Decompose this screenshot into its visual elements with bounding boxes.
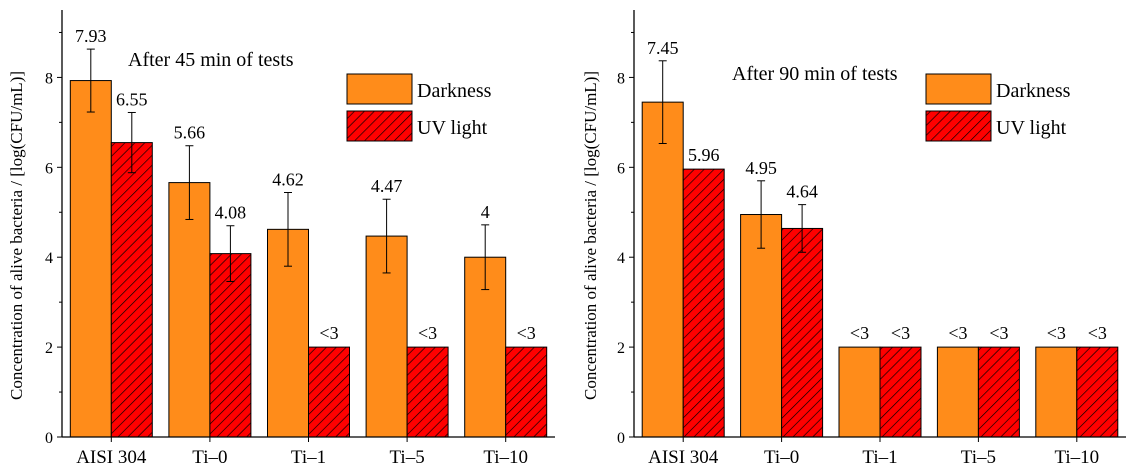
value-label: 4.08 <box>215 203 247 223</box>
y-axis-title: Concentration of alive bacteria / [log(C… <box>7 71 26 400</box>
y-tick-label: 2 <box>45 340 53 357</box>
y-tick-label: 0 <box>617 430 625 447</box>
value-label: <3 <box>517 323 536 343</box>
y-tick-label: 8 <box>617 70 625 87</box>
legend-swatch <box>925 73 992 105</box>
bar-uv-light-1 <box>781 227 824 438</box>
value-label: 4.64 <box>786 182 818 202</box>
bar-uv-light-1 <box>209 253 252 438</box>
bar-uv-light-3 <box>977 346 1020 438</box>
x-tick-label: Ti–5 <box>961 447 996 468</box>
bar-uv-light-2 <box>308 346 350 438</box>
y-tick-label: 8 <box>45 70 53 87</box>
bar-darkness-4 <box>1035 346 1078 438</box>
value-label: <3 <box>891 323 910 343</box>
bar-darkness-0 <box>69 80 112 438</box>
chart-annotation: After 45 min of tests <box>128 49 294 71</box>
value-label: 4 <box>481 202 490 222</box>
value-label: <3 <box>989 323 1008 343</box>
bar-uv-light-3 <box>406 346 449 438</box>
bar-darkness-1 <box>740 214 783 438</box>
value-label: 7.45 <box>647 38 679 58</box>
value-label: 7.93 <box>75 26 107 46</box>
legend-label: UV light <box>417 117 488 139</box>
y-tick-label: 4 <box>45 250 53 267</box>
bar-uv-light-0 <box>682 168 725 438</box>
value-label: <3 <box>1047 323 1066 343</box>
y-axis-title: Concentration of alive bacteria / [log(C… <box>581 71 600 400</box>
chart-45-min: 7.93 5.66 4.62 4.47 4 6.55 4.08 <3 <3 <3 0 2 4 6 8 AISI… <box>7 10 555 468</box>
value-label: 5.66 <box>174 123 206 143</box>
y-tick-label: 6 <box>617 160 625 177</box>
legend-swatch <box>346 73 413 105</box>
value-label: <3 <box>850 323 869 343</box>
bar-darkness-2 <box>838 346 881 438</box>
value-label: <3 <box>418 323 437 343</box>
value-label: 4.47 <box>371 176 403 196</box>
value-label: 4.95 <box>745 158 777 178</box>
bar-uv-light-2 <box>879 346 922 438</box>
x-tick-label: Ti–10 <box>483 447 528 468</box>
legend-label: Darkness <box>417 80 492 102</box>
x-tick-label: Ti–10 <box>1054 447 1099 468</box>
x-tick-label: Ti–0 <box>192 447 227 468</box>
x-tick-label: AISI 304 <box>76 447 147 468</box>
legend-swatch <box>925 110 992 142</box>
x-tick-label: AISI 304 <box>648 447 719 468</box>
legend-swatch <box>346 110 413 142</box>
value-label: <3 <box>948 323 967 343</box>
value-label: 4.62 <box>272 169 304 189</box>
bar-uv-light-0 <box>110 142 153 438</box>
x-tick-label: Ti–5 <box>389 447 424 468</box>
y-tick-label: 0 <box>45 430 53 447</box>
y-tick-label: 2 <box>617 340 625 357</box>
x-tick-label: Ti–1 <box>291 447 326 468</box>
legend-label: UV light <box>996 117 1067 139</box>
value-label: <3 <box>1088 323 1107 343</box>
y-tick-label: 4 <box>617 250 625 267</box>
value-label: 5.96 <box>688 145 720 165</box>
x-tick-label: Ti–0 <box>764 447 799 468</box>
chart-annotation: After 90 min of tests <box>732 63 898 85</box>
chart-90-min: 7.45 4.95 <3 <3 <3 5.96 4.64 <3 <3 <3 0 2 4 6 8 AISI 30… <box>581 10 1126 468</box>
bar-darkness-0 <box>641 101 684 438</box>
x-tick-label: Ti–1 <box>862 447 897 468</box>
legend-label: Darkness <box>996 80 1071 102</box>
bar-uv-light-4 <box>1076 346 1119 438</box>
bar-darkness-3 <box>936 346 979 438</box>
value-label: <3 <box>319 323 338 343</box>
bar-darkness-1 <box>168 182 211 438</box>
y-tick-label: 6 <box>45 160 53 177</box>
value-label: 6.55 <box>116 89 148 109</box>
bar-uv-light-4 <box>505 346 548 438</box>
